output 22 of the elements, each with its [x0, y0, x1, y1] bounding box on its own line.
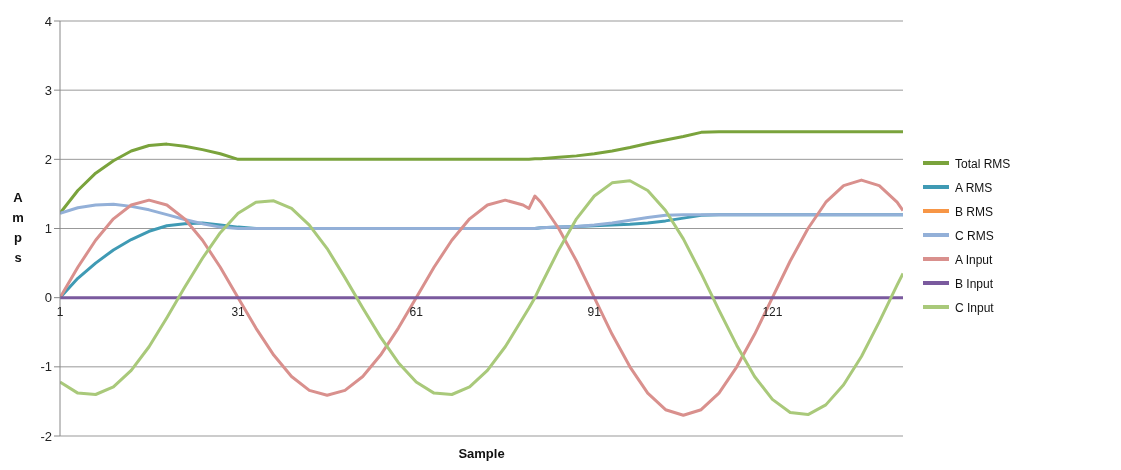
y-tick-label: 0 [44, 290, 52, 306]
x-tick-label: 61 [409, 304, 424, 319]
legend-label: C Input [955, 301, 994, 315]
x-tick-label: 121 [762, 304, 783, 319]
legend-label: C RMS [955, 229, 994, 243]
y-tick-label: 1 [44, 221, 52, 237]
legend-label: B RMS [955, 205, 994, 219]
legend-label: Total RMS [955, 157, 1011, 171]
y-tick-label: 2 [44, 151, 52, 167]
x-tick-label: 1 [56, 304, 64, 319]
legend-label: A Input [955, 253, 993, 267]
legend-label: B Input [955, 277, 994, 291]
y-tick-label: 3 [44, 82, 52, 98]
y-axis-title: Amps [12, 189, 24, 265]
y-tick-label: -1 [40, 359, 52, 375]
x-tick-label: 31 [231, 304, 246, 319]
x-tick-label: 91 [587, 304, 602, 319]
y-tick-label: 4 [44, 13, 52, 29]
y-tick-label: -2 [40, 428, 52, 444]
x-axis-title: Sample [458, 446, 505, 461]
legend-label: A RMS [955, 181, 993, 195]
line-series [60, 202, 903, 230]
